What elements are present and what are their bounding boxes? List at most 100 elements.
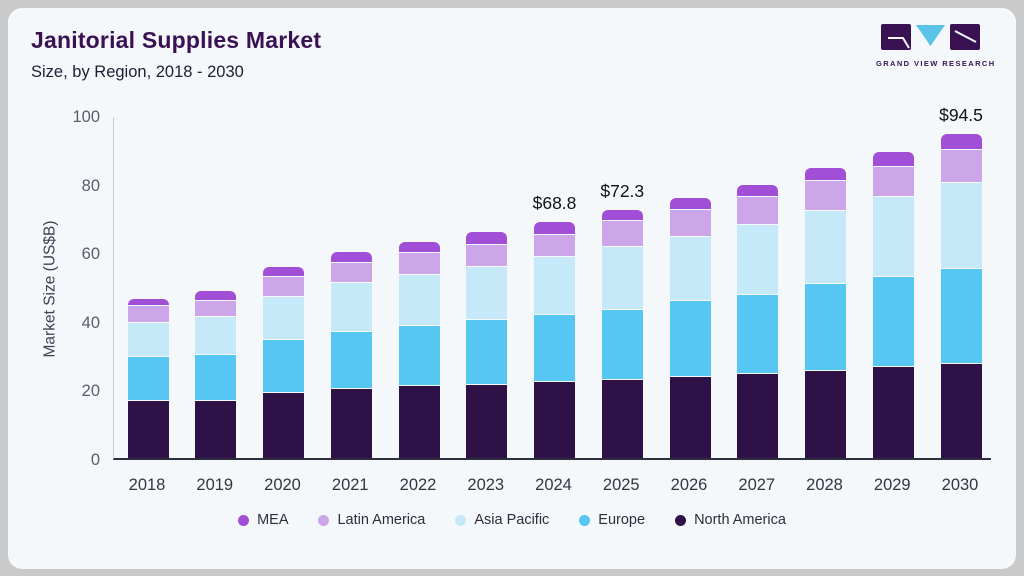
bar-segment-2026-north-america [669, 377, 711, 458]
bar-segment-2029-latin-america [872, 167, 914, 198]
bar-segment-2022-mea [398, 242, 440, 253]
bar-segment-2029-mea [872, 152, 914, 168]
x-tick-2029: 2029 [873, 476, 911, 494]
bar-segment-2022-asia-pacific [398, 275, 440, 327]
chart-card: Janitorial Supplies Market Size, by Regi… [8, 8, 1016, 569]
bar-segment-2029-europe [872, 277, 914, 368]
bar-2027 [737, 184, 779, 458]
value-label-2025: $72.3 [600, 181, 645, 202]
y-tick-80: 80 [81, 176, 100, 195]
x-tick-2018: 2018 [128, 476, 166, 494]
bar-2030 [940, 133, 982, 458]
y-tick-100: 100 [72, 108, 100, 126]
bar-segment-2030-latin-america [940, 150, 982, 183]
bar-2026 [669, 198, 711, 458]
bar-segment-2022-europe [398, 326, 440, 387]
x-tick-2019: 2019 [196, 476, 234, 494]
bar-segment-2028-europe [805, 283, 846, 371]
value-label-2024: $68.8 [532, 193, 577, 214]
bar-segment-2020-asia-pacific [263, 297, 304, 340]
legend-dot-icon [238, 514, 250, 526]
y-tick-0: 0 [90, 451, 100, 469]
bar-segment-2026-latin-america [669, 209, 711, 237]
x-tick-2022: 2022 [399, 476, 437, 494]
x-tick-2024: 2024 [535, 476, 572, 494]
value-label-2030: $94.5 [939, 104, 983, 125]
bar-segment-2028-asia-pacific [805, 210, 846, 284]
bar-segment-2024-europe [534, 314, 575, 383]
y-axis-title-wrap: Market Size (US$B) [30, 117, 70, 460]
bar-2021 [330, 252, 372, 458]
x-tick-2025: 2025 [602, 476, 640, 494]
bar-2025 [601, 210, 643, 458]
gvr-logo-text: GRAND VIEW RESEARCH [876, 59, 996, 68]
bar-segment-2023-mea [466, 232, 508, 245]
bar-2019 [195, 291, 237, 458]
bar-segment-2028-latin-america [805, 181, 846, 211]
bar-segment-2026-asia-pacific [669, 236, 711, 302]
bar-2023 [466, 232, 508, 458]
bar-segment-2029-asia-pacific [872, 197, 914, 278]
bar-segment-2025-mea [601, 210, 643, 222]
bar-segment-2025-asia-pacific [601, 247, 643, 310]
bar-segment-2023-asia-pacific [466, 267, 508, 320]
bar-segment-2018-asia-pacific [127, 323, 169, 358]
bar-segment-2022-north-america [398, 386, 440, 458]
bar-segment-2018-latin-america [127, 306, 169, 324]
bar-segment-2028-mea [805, 168, 846, 182]
bar-segment-2024-north-america [534, 382, 575, 458]
legend-label: Asia Pacific [474, 512, 550, 528]
bar-segment-2020-mea [263, 267, 304, 278]
legend-dot-icon [675, 514, 687, 526]
bar-2018 [127, 298, 169, 458]
plot-area: 0 20 40 60 80 100 $68.8 $72.3 $94.5 [72, 105, 991, 469]
bar-segment-2026-europe [669, 301, 711, 378]
bar-segment-2028-north-america [805, 370, 846, 458]
bar-segment-2021-latin-america [330, 262, 372, 284]
bar-segment-2023-europe [466, 319, 508, 385]
legend-dot-icon [318, 514, 330, 526]
y-tick-60: 60 [81, 245, 100, 264]
bar-segment-2030-north-america [940, 363, 982, 458]
x-tick-2021: 2021 [331, 476, 369, 494]
bar-segment-2021-europe [330, 332, 372, 389]
bar-segment-2027-mea [737, 184, 779, 198]
bar-segment-2029-north-america [872, 367, 914, 458]
bar-segment-2018-europe [127, 357, 169, 401]
bar-segment-2023-north-america [466, 384, 508, 458]
legend: MEA Latin America Asia Pacific Europe North … [8, 512, 1016, 528]
gvr-logo-icon [881, 24, 980, 50]
bar-segment-2019-mea [195, 291, 237, 302]
bar-segment-2025-europe [601, 309, 643, 380]
bar-segment-2018-north-america [127, 400, 169, 458]
bar-segment-2023-latin-america [466, 244, 508, 268]
bar-segment-2025-north-america [601, 379, 643, 458]
x-tick-2027: 2027 [738, 476, 776, 494]
legend-label: Latin America [337, 512, 426, 528]
bar-segment-2018-mea [127, 298, 169, 307]
legend-item-asia-pacific: Asia Pacific [455, 512, 549, 528]
bar-2028 [805, 168, 846, 458]
bar-segment-2024-mea [534, 222, 575, 235]
legend-item-mea: MEA [238, 512, 288, 528]
bar-segment-2025-latin-america [601, 221, 643, 248]
x-tick-2023: 2023 [467, 476, 505, 494]
bar-segment-2019-europe [195, 354, 237, 401]
bar-segment-2019-north-america [195, 400, 237, 458]
bar-segment-2027-asia-pacific [737, 224, 779, 295]
legend-label: Europe [598, 512, 646, 528]
x-tick-2028: 2028 [806, 476, 843, 494]
bar-segment-2021-north-america [330, 388, 372, 458]
bar-2020 [263, 267, 304, 458]
gvr-logo: GRAND VIEW RESEARCH [876, 24, 996, 68]
y-tick-20: 20 [81, 382, 100, 401]
legend-dot-icon [579, 514, 591, 526]
legend-item-north-america: North America [675, 512, 786, 528]
x-tick-2026: 2026 [670, 476, 708, 494]
bar-segment-2024-asia-pacific [534, 257, 575, 315]
y-axis-title: Market Size (US$B) [41, 220, 59, 357]
bar-segment-2026-mea [669, 198, 711, 210]
bar-segment-2030-europe [940, 269, 982, 364]
bar-2024 [534, 222, 575, 458]
bar-2029 [872, 152, 914, 458]
